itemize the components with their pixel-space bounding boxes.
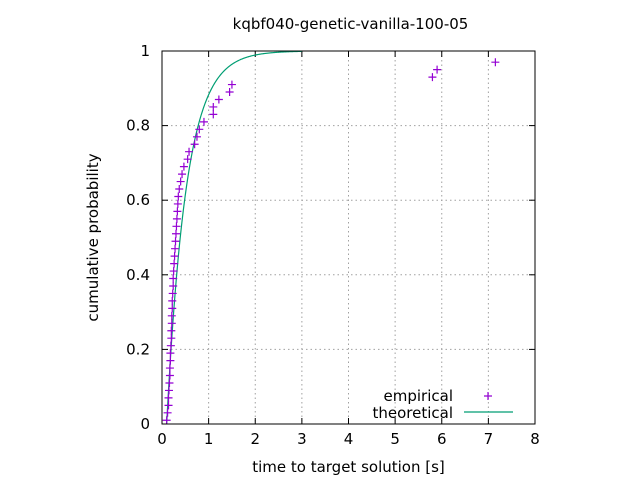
legend-marker-empirical (484, 392, 492, 400)
empirical-point (162, 416, 171, 425)
x-axis-label: time to target solution [s] (252, 458, 445, 476)
x-tick-label: 7 (484, 430, 494, 448)
empirical-point (172, 222, 181, 231)
tick-labels: 0 1 2 3 4 5 6 7 8 0 0.2 0.4 0.6 0.8 1 (126, 42, 540, 448)
empirical-point (209, 110, 218, 119)
plot-area (162, 50, 500, 425)
plot-frame (161, 50, 536, 425)
y-tick-label: 0.6 (126, 191, 150, 209)
x-tick-label: 1 (204, 430, 214, 448)
empirical-point (175, 185, 184, 194)
empirical-point (171, 229, 180, 238)
empirical-point (176, 177, 185, 186)
empirical-point (170, 252, 179, 261)
empirical-point (167, 334, 176, 343)
empirical-point (168, 296, 177, 305)
empirical-point (164, 393, 173, 402)
empirical-point (173, 207, 182, 216)
empirical-point (165, 364, 174, 373)
empirical-point (185, 147, 194, 156)
empirical-point (166, 356, 175, 365)
y-tick-label: 1 (140, 42, 150, 60)
empirical-point (166, 341, 175, 350)
y-tick-label: 0 (140, 415, 150, 433)
empirical-point (163, 408, 172, 417)
empirical-point (164, 386, 173, 395)
empirical-point (209, 102, 218, 111)
empirical-point (168, 304, 177, 313)
x-tick-label: 0 (157, 430, 167, 448)
empirical-point (195, 125, 204, 134)
x-tick-label: 6 (437, 430, 447, 448)
x-tick-label: 3 (297, 430, 307, 448)
empirical-point (214, 95, 223, 104)
empirical-point (225, 88, 234, 97)
x-tick-label: 5 (390, 430, 400, 448)
legend-label-empirical: empirical (384, 387, 453, 405)
empirical-point (179, 162, 188, 171)
empirical-point (171, 237, 180, 246)
empirical-point (169, 274, 178, 283)
legend-plus (484, 392, 492, 400)
empirical-point (168, 289, 177, 298)
empirical-point (167, 311, 176, 320)
y-axis-label: cumulative probability (84, 153, 102, 321)
empirical-point (172, 214, 181, 223)
chart-title: kqbf040-genetic-vanilla-100-05 (233, 15, 469, 33)
empirical-point (164, 401, 173, 410)
empirical-point (167, 319, 176, 328)
empirical-point (173, 199, 182, 208)
legend-label-theoretical: theoretical (372, 404, 453, 422)
empirical-point (166, 349, 175, 358)
empirical-point (171, 244, 180, 253)
empirical-point (190, 140, 199, 149)
empirical-point (167, 326, 176, 335)
y-tick-label: 0.4 (126, 266, 150, 284)
empirical-point (227, 80, 236, 89)
empirical-point (183, 155, 192, 164)
y-tick-label: 0.2 (126, 340, 150, 358)
empirical-point (491, 58, 500, 67)
empirical-point (169, 267, 178, 276)
empirical-point (170, 259, 179, 268)
empirical-point (174, 192, 183, 201)
empirical-point (192, 132, 201, 141)
empirical-point (165, 378, 174, 387)
grid (162, 51, 535, 424)
empirical-point (428, 73, 437, 82)
empirical-point (199, 117, 208, 126)
x-tick-label: 4 (344, 430, 354, 448)
x-tick-label: 2 (250, 430, 260, 448)
theoretical-curve (166, 50, 302, 425)
y-tick-label: 0.8 (126, 117, 150, 135)
empirical-point (169, 281, 178, 290)
empirical-point (178, 170, 187, 179)
legend: empirical theoretical (372, 387, 513, 422)
empirical-point (433, 65, 442, 74)
x-tick-label: 8 (530, 430, 540, 448)
empirical-point (165, 371, 174, 380)
